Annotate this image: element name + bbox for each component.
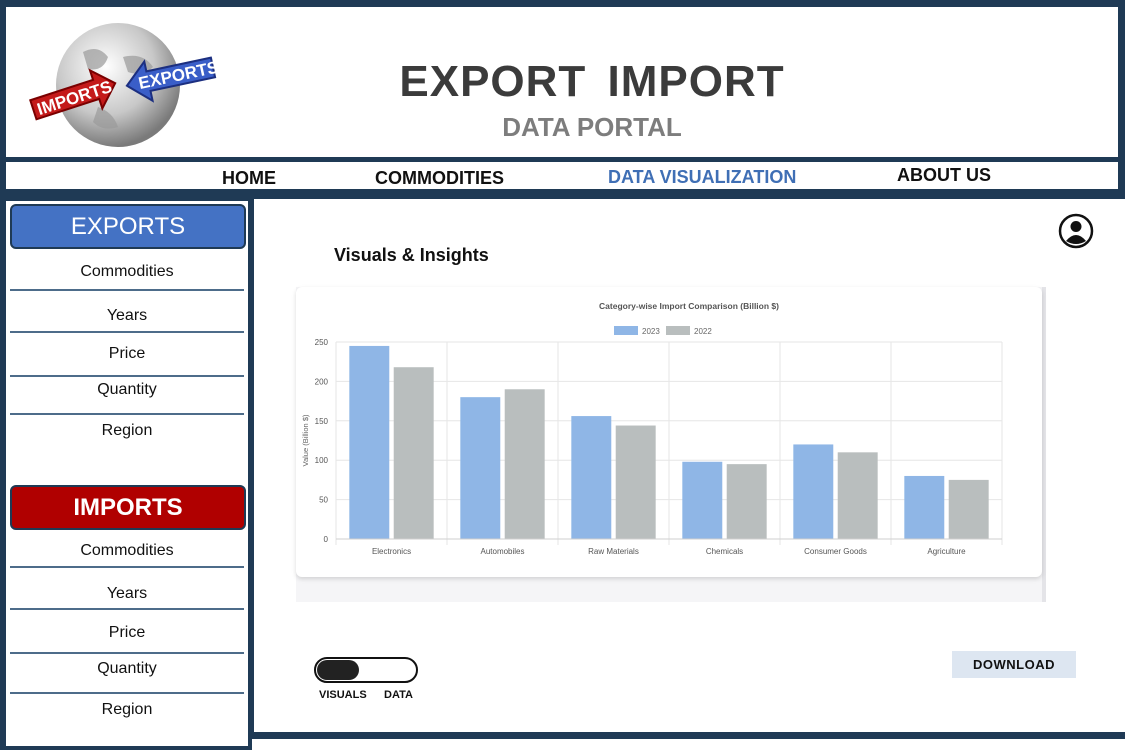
- x-tick-label: Raw Materials: [588, 547, 639, 556]
- exports-price[interactable]: Price: [108, 345, 146, 362]
- bar-2022-electronics: [393, 367, 434, 539]
- top-navigation: HOME COMMODITIES DATA VISUALIZATION ABOU…: [4, 160, 1120, 191]
- bar-2023-consumer-goods: [793, 444, 834, 539]
- legend-label-2023: 2023: [642, 327, 660, 336]
- nav-about-us[interactable]: ABOUT US: [897, 165, 991, 185]
- toggle-label-data[interactable]: DATA: [384, 689, 413, 701]
- y-tick-label: 250: [315, 338, 329, 347]
- bar-chart: Category-wise Import Comparison (Billion…: [301, 301, 1003, 556]
- divider: [10, 375, 244, 377]
- x-tick-label: Automobiles: [480, 547, 524, 556]
- y-tick-label: 100: [315, 456, 329, 465]
- x-tick-label: Electronics: [372, 547, 411, 556]
- toggle-knob: [317, 660, 359, 680]
- y-tick-label: 150: [315, 417, 329, 426]
- imports-region[interactable]: Region: [101, 701, 153, 718]
- x-tick-label: Consumer Goods: [804, 547, 867, 556]
- nav-commodities[interactable]: COMMODITIES: [375, 168, 504, 188]
- divider: [10, 608, 244, 610]
- bottom-strip: [252, 737, 1125, 750]
- sidebar: EXPORTS Commodities Years Price Quantity…: [4, 199, 250, 748]
- imports-quantity[interactable]: Quantity: [97, 660, 157, 677]
- header: IMPORTS EXPORTS EXPORT IMPORT DATA PORTA…: [4, 5, 1120, 159]
- divider: [10, 413, 244, 415]
- exports-quantity[interactable]: Quantity: [97, 381, 157, 398]
- chart-container: Category-wise Import Comparison (Billion…: [296, 287, 1046, 602]
- bar-2023-automobiles: [460, 397, 501, 539]
- nav-data-visualization[interactable]: DATA VISUALIZATION: [608, 167, 797, 187]
- imports-button[interactable]: IMPORTS: [10, 485, 246, 530]
- divider: [10, 566, 244, 568]
- divider: [10, 692, 244, 694]
- imports-exports-globe-logo: IMPORTS EXPORTS: [29, 23, 218, 147]
- x-tick-label: Agriculture: [927, 547, 966, 556]
- divider: [10, 289, 244, 291]
- user-profile-icon[interactable]: [1058, 213, 1094, 249]
- y-tick-label: 200: [315, 377, 329, 386]
- legend-swatch-2022: [666, 326, 690, 335]
- nav-home[interactable]: HOME: [222, 168, 276, 188]
- divider: [10, 652, 244, 654]
- main-panel: Visuals & Insights Category-wise Import …: [252, 197, 1125, 734]
- bar-2023-raw-materials: [571, 416, 612, 539]
- exports-commodities[interactable]: Commodities: [80, 263, 174, 280]
- panel-title: Visuals & Insights: [334, 245, 489, 265]
- chart-card: Category-wise Import Comparison (Billion…: [296, 287, 1042, 577]
- imports-years[interactable]: Years: [106, 585, 148, 602]
- bar-2022-automobiles: [504, 389, 545, 539]
- exports-region[interactable]: Region: [101, 422, 153, 439]
- legend-label-2022: 2022: [694, 327, 712, 336]
- bar-2023-agriculture: [904, 475, 945, 539]
- y-axis-label: Value (Billion $): [301, 414, 310, 466]
- bar-2022-agriculture: [948, 479, 989, 539]
- download-button[interactable]: DOWNLOAD: [952, 651, 1076, 678]
- portal-title: EXPORT IMPORT: [399, 57, 785, 106]
- x-tick-label: Chemicals: [706, 547, 743, 556]
- chart-title: Category-wise Import Comparison (Billion…: [599, 301, 779, 311]
- exports-button[interactable]: EXPORTS: [10, 204, 246, 249]
- legend-swatch-2023: [614, 326, 638, 335]
- imports-commodities[interactable]: Commodities: [80, 542, 174, 559]
- bar-2023-chemicals: [682, 461, 723, 539]
- y-tick-label: 0: [324, 535, 329, 544]
- bar-2023-electronics: [349, 345, 390, 539]
- toggle-label-visuals[interactable]: VISUALS: [319, 689, 367, 701]
- bar-2022-raw-materials: [615, 425, 656, 539]
- exports-years[interactable]: Years: [106, 307, 148, 324]
- bar-2022-consumer-goods: [837, 452, 878, 539]
- bar-2022-chemicals: [726, 464, 767, 539]
- visuals-data-toggle[interactable]: [314, 657, 418, 683]
- portal-subtitle: DATA PORTAL: [502, 112, 682, 142]
- y-tick-label: 50: [319, 496, 328, 505]
- divider: [10, 331, 244, 333]
- imports-price[interactable]: Price: [108, 624, 146, 641]
